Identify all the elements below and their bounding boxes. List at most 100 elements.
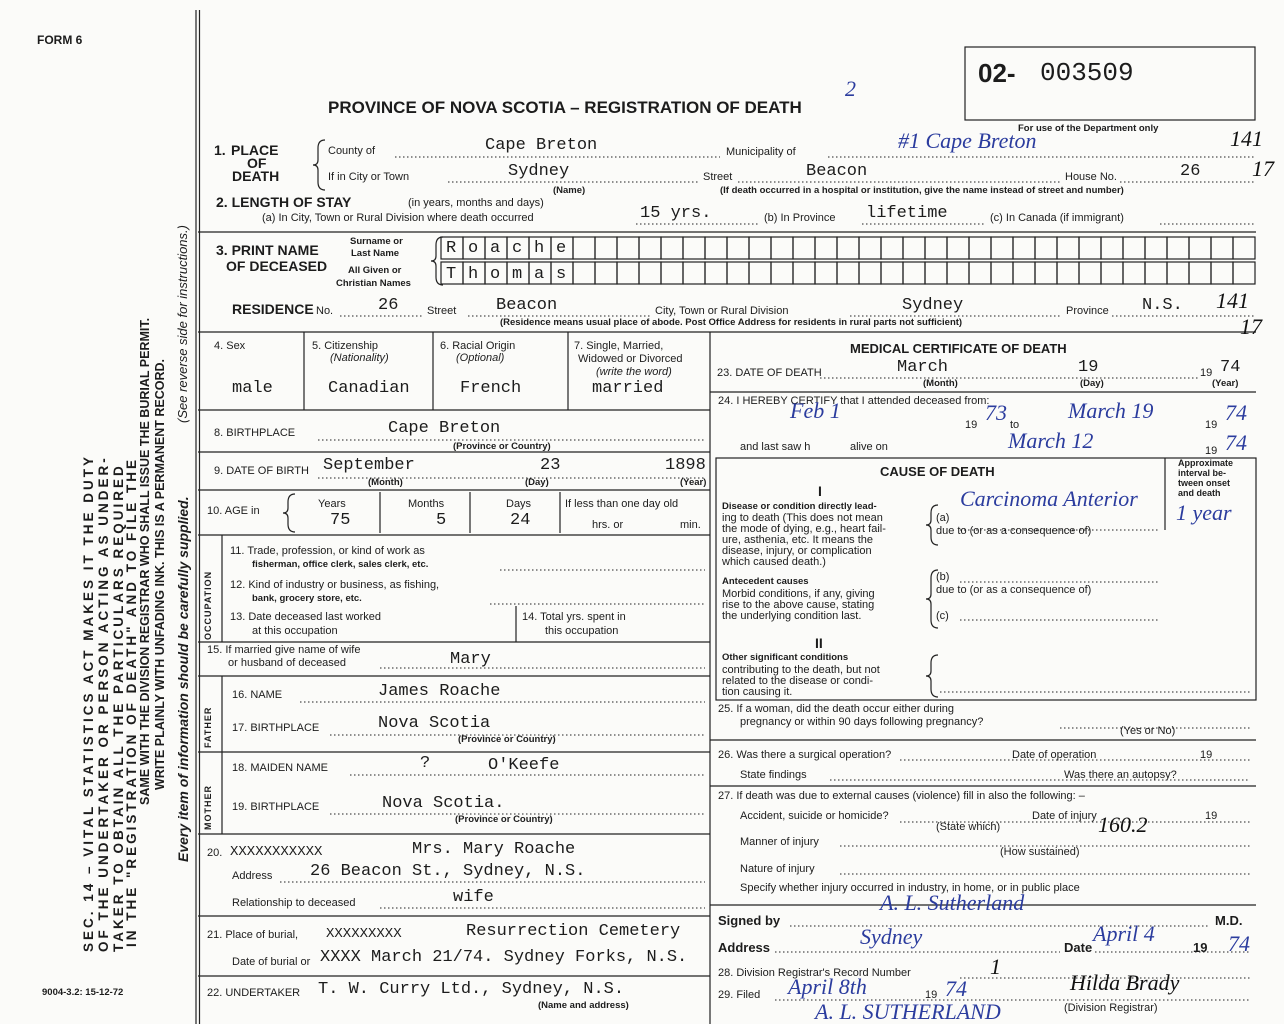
label: PLACE	[231, 142, 279, 158]
marital-label: (write the word)	[596, 366, 672, 378]
address-label: Address	[232, 870, 273, 882]
kind-hint: (State which)	[936, 821, 1001, 833]
antecedent-label: the underlying condition last.	[722, 610, 862, 622]
total-years-label: this occupation	[545, 625, 619, 637]
letter-box	[704, 261, 728, 285]
label: 22. UNDERTAKER	[207, 987, 301, 999]
manner-label: Manner of injury	[740, 836, 819, 848]
letter-box	[880, 261, 904, 285]
title: PROVINCE OF NOVA SCOTIA – REGISTRATION O…	[328, 98, 802, 117]
letter-box	[968, 261, 992, 285]
name: T. W. Curry Ltd., Sydney, N.S.	[318, 980, 625, 999]
brace	[312, 139, 326, 191]
department-codes: 141	[1230, 126, 1263, 151]
death-label: 23. DATE OF DEATH	[717, 367, 822, 379]
place: Resurrection Cemetery	[466, 922, 681, 941]
century: 19	[925, 989, 938, 1001]
name-label: 16. NAME	[232, 689, 283, 701]
origin-label: 6. Racial Origin	[440, 340, 516, 352]
filed-label: 29. Filed	[718, 989, 761, 1001]
citizenship-label: (Nationality)	[330, 352, 389, 364]
county-label: County of	[328, 145, 376, 157]
surname-label: Last Name	[351, 248, 400, 259]
letter-box	[660, 236, 684, 260]
minutes-label: min.	[680, 519, 701, 531]
letter-box	[858, 261, 882, 285]
letter-box	[1056, 261, 1080, 285]
direct-label: Disease or condition directly lead-	[722, 501, 877, 512]
street-label: Street	[703, 171, 733, 183]
label: 3. PRINT NAME	[216, 242, 319, 258]
note: (Residence means usual place of abode. P…	[500, 317, 963, 328]
form-code: 9004-3.2: 15-12-72	[42, 987, 124, 998]
direct-label: ing to death (This does not mean	[722, 512, 883, 524]
marital-label: Widowed or Divorced	[578, 353, 683, 365]
department-note: For use of the Department only	[1018, 123, 1159, 134]
part-two: II	[815, 635, 823, 651]
month: September	[323, 456, 415, 475]
hint: (Name and address)	[538, 1000, 629, 1011]
city: Sydney	[508, 162, 570, 181]
given-label: All Given or	[348, 265, 402, 276]
municipality: #1 Cape Breton	[898, 128, 1037, 153]
act-text: WRITE PLAINLY WITH UNFADING INK. THIS IS…	[153, 358, 167, 790]
degree: M.D.	[1215, 913, 1243, 928]
century: 19	[1200, 749, 1213, 761]
house-label: House No.	[1065, 171, 1117, 183]
autopsy-label: Was there an autopsy?	[1064, 769, 1177, 781]
interval-label: tween onset	[1178, 478, 1231, 488]
number: 20.	[207, 847, 223, 859]
from-date: Feb 1	[790, 398, 841, 423]
title-mark: 2	[845, 76, 856, 101]
sex: male	[232, 379, 273, 398]
findings-label: State findings	[740, 769, 807, 781]
department-codes: 17	[1252, 156, 1274, 181]
label: RESIDENCE	[232, 301, 314, 317]
label: 15. If married give name of wife	[207, 644, 361, 656]
city: Sydney	[902, 296, 964, 315]
number: 26	[378, 296, 399, 315]
letter-box	[792, 261, 816, 285]
due-to-a: due to (or as a consequence of)	[936, 525, 1092, 537]
letter-box	[1012, 236, 1036, 260]
interval-label: Approximate	[1178, 458, 1234, 468]
a: Carcinoma Anterior	[960, 486, 1138, 511]
antecedent-label: Antecedent causes	[722, 576, 809, 587]
a-label: (a)	[936, 512, 950, 524]
origin: French	[460, 379, 522, 398]
year-hint: (Year)	[1212, 378, 1239, 389]
letter-box	[1232, 236, 1256, 260]
letter-box	[748, 261, 772, 285]
number: 003509	[1040, 58, 1134, 88]
letter-box	[924, 236, 948, 260]
antecedent-label: rise to the above cause, stating	[722, 599, 875, 611]
act-text: SEC. 14 – VITAL STATISTICS ACT MAKES IT …	[81, 453, 96, 952]
certifier: A. L. SUTHERLAND	[815, 999, 1001, 1024]
to-date: March 19	[1068, 398, 1154, 423]
date-label: Date of injury	[1032, 810, 1097, 822]
letter-box	[836, 236, 860, 260]
canada-label: (c) In Canada (if immigrant)	[990, 212, 1124, 224]
date-label: Date of burial or	[232, 956, 311, 968]
industry-label: 12. Kind of industry or business, as fis…	[230, 579, 440, 591]
date: April 4	[1093, 921, 1155, 946]
letter-box	[880, 236, 904, 260]
department-codes: 141	[1216, 288, 1249, 313]
year: 74	[945, 976, 967, 1001]
place-label: 21. Place of burial,	[207, 929, 299, 941]
to-century: 19	[1205, 419, 1218, 431]
month-hint: (Month)	[923, 378, 958, 389]
letter-box	[1012, 261, 1036, 285]
code: 160.2	[1098, 812, 1148, 837]
address-label: Address	[718, 940, 771, 955]
letter-box	[616, 261, 640, 285]
letter-box	[704, 236, 728, 260]
place-label: 8. BIRTHPLACE	[214, 427, 296, 439]
label: OF DECEASED	[226, 258, 328, 274]
part-one: I	[818, 483, 822, 499]
letter-box	[1210, 236, 1234, 260]
brace	[925, 654, 939, 698]
direct-label: ure, asthenia, etc. It means the	[722, 534, 874, 546]
other-label: contributing to the death, but not	[722, 664, 880, 676]
other-label: Other significant conditions	[722, 652, 849, 663]
